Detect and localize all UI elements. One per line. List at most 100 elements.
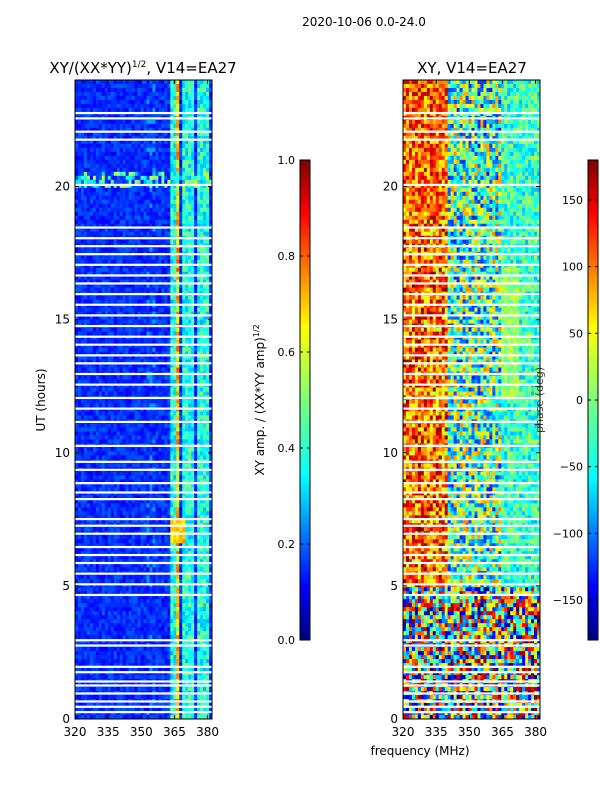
heatmap-cell — [104, 283, 109, 289]
heatmap-cell — [75, 147, 79, 153]
heatmap-cell — [104, 423, 109, 428]
heatmap-cell — [137, 495, 141, 500]
heatmap-cell — [161, 191, 165, 197]
heatmap-cell — [137, 463, 141, 468]
heatmap-cell — [101, 503, 106, 508]
heatmap-cell — [98, 367, 103, 372]
heatmap-cell — [77, 199, 82, 205]
heatmap-cell — [191, 191, 195, 197]
heatmap-cell — [89, 351, 94, 356]
heatmap-cell — [200, 151, 204, 157]
heatmap-cell — [206, 455, 210, 460]
heatmap-cell — [134, 475, 138, 480]
heatmap-cell — [143, 103, 147, 109]
heatmap-cell — [197, 351, 201, 356]
heatmap-cell — [149, 247, 153, 253]
heatmap-cell — [197, 135, 201, 141]
heatmap-cell — [104, 187, 109, 193]
heatmap-cell — [185, 439, 189, 444]
heatmap-cell — [185, 91, 189, 97]
heatmap-cell — [128, 131, 132, 137]
heatmap-cell — [182, 483, 186, 488]
heatmap-cell — [119, 191, 124, 197]
heatmap-cell — [98, 455, 103, 460]
heatmap-cell — [119, 479, 124, 484]
heatmap-cell — [182, 319, 186, 325]
heatmap-cell — [75, 339, 79, 344]
heatmap-cell — [89, 80, 94, 85]
heatmap-cell — [179, 375, 183, 380]
heatmap-cell — [194, 487, 198, 492]
heatmap-cell — [155, 215, 159, 221]
heatmap-cell — [83, 247, 88, 253]
heatmap-cell — [137, 487, 141, 492]
heatmap-cell — [155, 155, 159, 161]
heatmap-cell — [89, 355, 94, 360]
heatmap-cell — [182, 171, 186, 177]
heatmap-cell — [155, 391, 159, 396]
heatmap-cell — [98, 103, 103, 109]
heatmap-cell — [119, 423, 124, 428]
heatmap-cell — [149, 495, 153, 500]
heatmap-cell — [101, 227, 106, 233]
heatmap-cell — [101, 447, 106, 452]
heatmap-cell — [128, 387, 132, 392]
heatmap-cell — [92, 423, 97, 428]
heatmap-cell — [206, 315, 210, 321]
heatmap-cell — [92, 187, 97, 193]
heatmap-cell — [137, 479, 141, 484]
heatmap-cell — [98, 331, 103, 336]
heatmap-cell — [101, 247, 106, 253]
heatmap-cell — [161, 159, 165, 165]
heatmap-cell — [92, 351, 97, 356]
heatmap-cell — [176, 175, 180, 181]
heatmap-cell — [146, 80, 150, 85]
heatmap-cell — [86, 487, 91, 492]
heatmap-cell — [104, 471, 109, 476]
heatmap-cell — [185, 135, 189, 141]
heatmap-cell — [86, 495, 91, 500]
heatmap-cell — [83, 399, 88, 404]
heatmap-cell — [179, 127, 183, 133]
heatmap-cell — [134, 151, 138, 157]
heatmap-cell — [206, 119, 210, 125]
heatmap-cell — [143, 187, 147, 193]
heatmap-cell — [104, 191, 109, 197]
heatmap-cell — [164, 315, 168, 321]
heatmap-cell — [116, 295, 121, 301]
heatmap-cell — [209, 311, 213, 317]
heatmap-cell — [179, 143, 183, 149]
heatmap-cell — [179, 355, 183, 360]
heatmap-cell — [191, 479, 195, 484]
heatmap-cell — [164, 151, 168, 157]
heatmap-cell — [75, 479, 79, 484]
heatmap-cell — [107, 339, 112, 344]
heatmap-cell — [155, 315, 159, 321]
heatmap-cell — [119, 287, 124, 293]
heatmap-cell — [137, 399, 141, 404]
heatmap-cell — [161, 471, 165, 476]
heatmap-cell — [77, 503, 82, 508]
heatmap-cell — [143, 487, 147, 492]
heatmap-cell — [149, 451, 153, 456]
heatmap-cell — [197, 179, 201, 185]
heatmap-cell — [89, 239, 94, 245]
heatmap-cell — [176, 359, 180, 364]
heatmap-cell — [140, 399, 144, 404]
heatmap-cell — [194, 391, 198, 396]
heatmap-cell — [167, 391, 171, 396]
heatmap-cell — [122, 487, 127, 492]
heatmap-cell — [155, 463, 159, 468]
heatmap-cell — [185, 139, 189, 145]
heatmap-cell — [155, 179, 159, 185]
heatmap-cell — [179, 475, 183, 480]
heatmap-cell — [194, 475, 198, 480]
heatmap-cell — [89, 275, 94, 281]
heatmap-cell — [98, 99, 103, 105]
heatmap-cell — [119, 159, 124, 165]
heatmap-cell — [119, 375, 124, 380]
heatmap-cell — [182, 163, 186, 169]
heatmap-cell — [80, 479, 85, 484]
heatmap-cell — [188, 307, 192, 313]
heatmap-cell — [203, 191, 207, 197]
